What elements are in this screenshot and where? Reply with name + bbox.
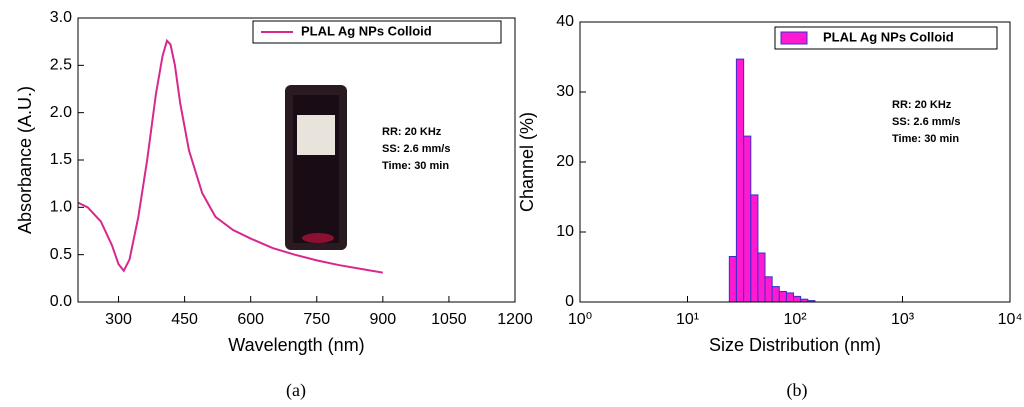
plot-frame	[579, 21, 1011, 303]
x-tick-label: 600	[237, 311, 264, 328]
annotation: SS: 2.6 mm/s	[892, 116, 960, 128]
caption: (a)	[286, 380, 306, 401]
legend-label: PLAL Ag NPs Colloid	[823, 29, 954, 44]
histogram-bar	[778, 291, 787, 303]
y-tick-label: 20	[556, 153, 574, 170]
legend-box	[252, 20, 502, 44]
annotation: Time: 30 min	[382, 160, 449, 172]
annotation: RR: 20 KHz	[892, 99, 952, 111]
histogram-bar	[785, 292, 795, 303]
y-tick-label: 0.0	[50, 293, 72, 310]
y-tick-label: 1.0	[50, 199, 72, 216]
x-tick-label: 300	[105, 311, 132, 328]
y-axis-label: Channel (%)	[517, 112, 537, 212]
vial-bottom	[302, 233, 334, 243]
x-tick-label: 10⁴	[998, 311, 1023, 328]
histogram-bar	[771, 286, 780, 303]
annotation: RR: 20 KHz	[382, 126, 442, 138]
x-tick-label: 450	[171, 311, 198, 328]
plot-frame	[77, 17, 516, 303]
histogram-bar	[743, 135, 752, 303]
legend-box	[774, 26, 998, 50]
x-axis-label: Wavelength (nm)	[228, 335, 364, 355]
y-tick-label: 0.5	[50, 246, 72, 263]
y-axis-label: Absorbance (A.U.)	[15, 86, 35, 234]
y-tick-label: 3.0	[50, 9, 72, 26]
x-tick-label: 10³	[891, 311, 915, 328]
x-tick-label: 750	[303, 311, 330, 328]
x-tick-label: 900	[369, 311, 396, 328]
x-axis-label: Size Distribution (nm)	[709, 335, 881, 355]
x-tick-label: 10¹	[676, 311, 699, 328]
histogram-bar	[793, 295, 802, 303]
x-tick-label: 10⁰	[568, 311, 592, 328]
histogram-bar	[735, 58, 745, 303]
histogram-bar	[757, 252, 766, 303]
y-tick-label: 40	[556, 13, 574, 30]
absorbance-line	[77, 38, 384, 274]
annotation: Time: 30 min	[892, 133, 959, 145]
y-tick-label: 2.5	[50, 57, 72, 74]
histogram-bar	[728, 256, 737, 303]
y-tick-label: 2.0	[50, 104, 72, 121]
y-tick-label: 0	[565, 293, 574, 310]
x-tick-label: 1200	[497, 311, 533, 328]
legend-label: PLAL Ag NPs Colloid	[301, 23, 432, 38]
x-tick-label: 10²	[783, 311, 807, 328]
y-tick-label: 10	[556, 223, 574, 240]
y-tick-label: 30	[556, 83, 574, 100]
histogram-bar	[750, 194, 759, 303]
vial-label	[297, 115, 335, 155]
histogram-bar	[764, 276, 773, 303]
y-tick-label: 1.5	[50, 151, 72, 168]
caption: (b)	[787, 380, 808, 401]
annotation: SS: 2.6 mm/s	[382, 143, 450, 155]
x-tick-label: 1050	[431, 311, 467, 328]
legend-swatch	[780, 31, 808, 45]
